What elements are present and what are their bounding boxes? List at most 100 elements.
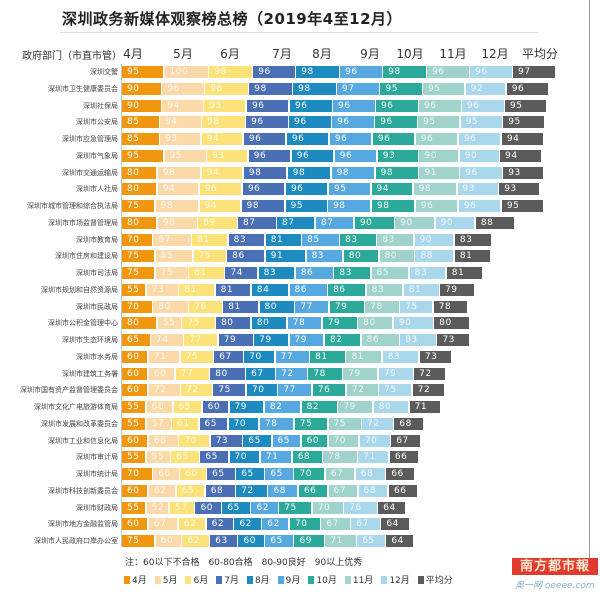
bar-segment-m1: 75 — [155, 267, 188, 279]
bar-segment-m1: 94 — [157, 183, 199, 196]
bar-segment-m5: 96 — [332, 116, 374, 129]
bar-segment-m7: 86 — [361, 334, 399, 346]
legend-label: 5月 — [162, 576, 178, 586]
bar-segment-m0: 60 — [122, 434, 148, 447]
bar-segment-m1: 94 — [160, 116, 201, 129]
row-label: 深圳交警 — [90, 68, 118, 76]
bar-segment-m8: 70 — [359, 434, 390, 447]
row-label: 深圳市建筑工务署 — [62, 369, 118, 378]
bar-segment-m7: 96 — [419, 99, 461, 112]
bar-segment-avg: 64 — [381, 518, 409, 531]
bar-segment-m4: 96 — [286, 133, 329, 145]
legend-swatch — [381, 575, 388, 584]
bar-segment-m2: 61 — [172, 417, 198, 430]
bar-segment-avg: 94 — [500, 149, 541, 162]
bar-segment-m6: 78 — [308, 367, 342, 380]
bar-segment-m5: 68 — [268, 484, 298, 497]
legend-swatch — [124, 575, 130, 584]
bar-segment-m8: 75 — [400, 300, 433, 313]
bar-segment-m3: 65 — [200, 451, 228, 464]
bar-segment-m5: 95 — [328, 183, 371, 196]
bar-segment-m0: 60 — [122, 367, 148, 380]
bar-segment-m0: 55 — [122, 451, 146, 464]
bar-segment-m3: 96 — [248, 149, 291, 162]
bar-segment-m1: 57 — [146, 417, 171, 430]
bar-segment-m4: 96 — [290, 99, 332, 112]
bar-segment-m8: 83 — [400, 334, 436, 346]
bar-segment-m7: 90 — [395, 216, 435, 229]
bar-segment-m2: 70 — [179, 434, 210, 447]
bar-segment-m2: 76 — [189, 300, 222, 313]
bar-segment-m2: 60 — [180, 468, 206, 480]
bar-segment-avg: 95 — [505, 99, 547, 112]
legend-item: 平均分 — [417, 573, 453, 586]
bar-segment-m0: 60 — [122, 484, 148, 497]
bar-segment-m3: 74 — [225, 267, 258, 279]
bar-segment-m6: 80 — [343, 250, 379, 263]
bar-segment-m0: 75 — [122, 535, 155, 547]
bar-segment-m5: 77 — [278, 384, 312, 397]
bar-segment-m2: 89 — [198, 216, 237, 229]
bar-segment-m1: 60 — [146, 401, 172, 413]
bar-segment-m2: 81 — [189, 267, 224, 279]
bar-segment-m7: 79 — [343, 367, 378, 380]
bar-segment-m3: 73 — [210, 434, 242, 447]
bar-segment-m5: 62 — [262, 518, 289, 531]
row-label: 深圳市科技创新委员会 — [48, 486, 118, 495]
bar-segment-m2: 57 — [169, 501, 194, 514]
bar-segment-m1: 60 — [153, 468, 179, 480]
bar-segment-m7: 70 — [328, 434, 359, 447]
bar-segment-m4: 70 — [246, 384, 277, 397]
bar-segment-m1: 100 — [164, 66, 208, 78]
bar-segment-m6: 70 — [294, 468, 325, 480]
bar-segment-m7: 98 — [413, 183, 457, 196]
bar-segment-m0: 75 — [122, 200, 155, 212]
bar-segment-m0: 95 — [122, 149, 164, 162]
bar-segment-m6: 96 — [376, 99, 418, 112]
bar-segment-m1: 73 — [146, 283, 178, 296]
bar-segment-avg: 93 — [499, 183, 540, 196]
bar-segment-m6: 68 — [292, 451, 322, 464]
legend-item: 10月 — [308, 573, 337, 586]
legend-label: 4月 — [132, 576, 147, 586]
bar-segment-m2: 65 — [171, 451, 199, 464]
bar-segment-m3: 68 — [205, 484, 235, 497]
bar-segment-m8: 93 — [457, 183, 498, 196]
bar-segment-m4: 84 — [251, 283, 289, 296]
column-header-6: 10月 — [396, 47, 424, 61]
bar-segment-m7: 75 — [328, 417, 361, 430]
legend-label: 12月 — [389, 576, 410, 586]
bar-segment-m6: 86 — [328, 283, 366, 296]
column-header-8: 12月 — [481, 47, 509, 61]
bar-segment-m2: 77 — [184, 334, 218, 346]
bar-segment-m3: 96 — [242, 183, 285, 196]
row-label: 深圳市国有资产监督管理委员会 — [20, 386, 118, 395]
bar-segment-m7: 91 — [419, 166, 459, 179]
bar-segment-m8: 81 — [403, 283, 439, 296]
bar-segment-m1: 55 — [157, 317, 181, 330]
bar-segment-avg: 80 — [434, 317, 469, 330]
bar-segment-m8: 79 — [378, 367, 413, 380]
legend-label: 10月 — [316, 576, 337, 586]
bar-segment-m1: 55 — [146, 451, 170, 464]
bar-segment-m7: 95 — [423, 82, 465, 95]
bar-segment-avg: 81 — [454, 250, 490, 263]
bar-segment-m5: 98 — [331, 166, 375, 179]
bar-segment-m1: 74 — [151, 334, 183, 346]
site-watermark: 奥一网 oeeee.com — [515, 581, 595, 591]
bar-segment-m5: 85 — [302, 233, 339, 246]
bar-segment-m4: 98 — [296, 66, 339, 78]
bar-segment-m6: 66 — [298, 484, 328, 497]
bar-segment-m4: 79 — [229, 401, 264, 413]
bar-segment-avg: 79 — [440, 283, 474, 296]
bar-segment-m0: 65 — [122, 334, 150, 346]
newspaper-logo: 南方都市報 — [512, 558, 598, 575]
bar-segment-m7: 71 — [325, 535, 356, 547]
row-label: 深圳市公安局 — [76, 118, 118, 127]
legend-label: 6月 — [193, 576, 209, 586]
bar-segment-m1: 95 — [164, 149, 206, 162]
bar-segment-m6: 70 — [290, 518, 320, 531]
column-header-1: 5月 — [173, 47, 193, 61]
bar-segment-m0: 60 — [122, 350, 148, 363]
bar-segment-avg: 66 — [386, 468, 415, 480]
